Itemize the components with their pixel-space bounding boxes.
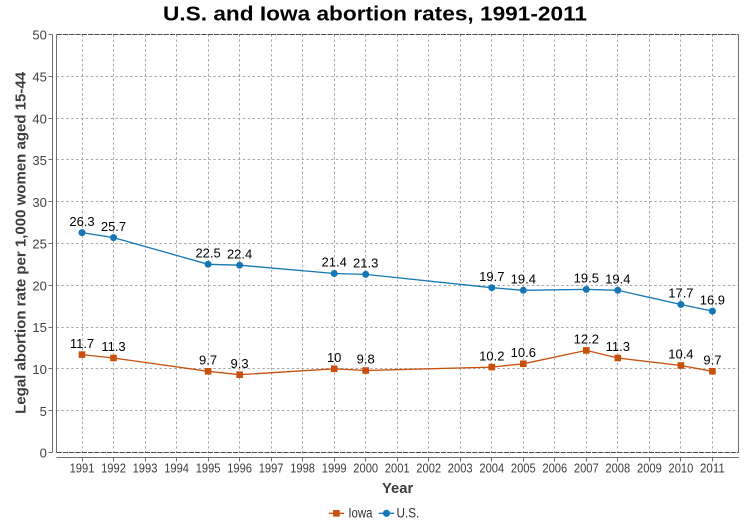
- svg-text:U.S. and Iowa abortion rates,: U.S. and Iowa abortion rates, 1991-2011: [163, 4, 587, 26]
- svg-text:Year: Year: [382, 480, 413, 497]
- svg-text:10.6: 10.6: [511, 345, 536, 360]
- svg-text:25.7: 25.7: [101, 219, 126, 234]
- svg-text:1997: 1997: [259, 461, 284, 476]
- svg-text:2007: 2007: [574, 461, 599, 476]
- svg-text:Iowa: Iowa: [348, 506, 373, 521]
- svg-text:19.5: 19.5: [574, 271, 599, 286]
- svg-text:11.3: 11.3: [101, 339, 125, 354]
- svg-text:9.7: 9.7: [199, 353, 217, 368]
- svg-text:Legal abortion rate per 1,000: Legal abortion rate per 1,000 women aged…: [12, 71, 29, 414]
- svg-text:40: 40: [32, 111, 46, 126]
- svg-text:1993: 1993: [133, 461, 158, 476]
- svg-text:20: 20: [32, 278, 46, 293]
- svg-text:19.7: 19.7: [479, 269, 504, 284]
- svg-text:2003: 2003: [448, 461, 473, 476]
- svg-text:2002: 2002: [416, 461, 441, 476]
- svg-text:2001: 2001: [385, 461, 410, 476]
- svg-text:0: 0: [40, 446, 47, 461]
- svg-text:9.3: 9.3: [231, 356, 249, 371]
- svg-text:19.4: 19.4: [511, 272, 536, 287]
- svg-text:45: 45: [32, 70, 46, 85]
- svg-text:15: 15: [32, 320, 46, 335]
- svg-text:11.7: 11.7: [70, 336, 94, 351]
- svg-text:11.3: 11.3: [606, 339, 630, 354]
- svg-text:22.5: 22.5: [195, 246, 220, 261]
- svg-text:1992: 1992: [101, 461, 126, 476]
- svg-text:21.3: 21.3: [353, 256, 378, 271]
- svg-text:1995: 1995: [196, 461, 221, 476]
- svg-text:1999: 1999: [322, 461, 347, 476]
- svg-text:9.7: 9.7: [703, 353, 721, 368]
- svg-text:2008: 2008: [605, 461, 630, 476]
- svg-text:2005: 2005: [511, 461, 536, 476]
- svg-text:50: 50: [32, 28, 46, 43]
- svg-text:1991: 1991: [70, 461, 95, 476]
- svg-text:2011: 2011: [700, 461, 725, 476]
- svg-text:25: 25: [32, 237, 46, 252]
- svg-text:1998: 1998: [290, 461, 315, 476]
- svg-text:2004: 2004: [479, 461, 504, 476]
- svg-text:22.4: 22.4: [227, 246, 252, 261]
- svg-text:10.4: 10.4: [668, 347, 693, 362]
- svg-text:19.4: 19.4: [605, 272, 630, 287]
- svg-text:30: 30: [32, 195, 46, 210]
- svg-text:10: 10: [32, 362, 46, 377]
- svg-text:1994: 1994: [164, 461, 189, 476]
- svg-text:17.7: 17.7: [668, 286, 693, 301]
- svg-text:10.2: 10.2: [479, 348, 504, 363]
- svg-text:26.3: 26.3: [69, 214, 94, 229]
- svg-text:2010: 2010: [669, 461, 694, 476]
- svg-text:35: 35: [32, 153, 46, 168]
- svg-text:5: 5: [40, 404, 47, 419]
- svg-text:1996: 1996: [227, 461, 252, 476]
- svg-text:2000: 2000: [353, 461, 378, 476]
- svg-text:21.4: 21.4: [322, 255, 347, 270]
- svg-text:2009: 2009: [637, 461, 662, 476]
- svg-text:9.8: 9.8: [357, 352, 375, 367]
- svg-text:2006: 2006: [542, 461, 567, 476]
- svg-text:10: 10: [327, 350, 341, 365]
- svg-text:16.9: 16.9: [700, 292, 725, 307]
- svg-text:U.S.: U.S.: [397, 506, 420, 521]
- svg-text:12.2: 12.2: [574, 332, 599, 347]
